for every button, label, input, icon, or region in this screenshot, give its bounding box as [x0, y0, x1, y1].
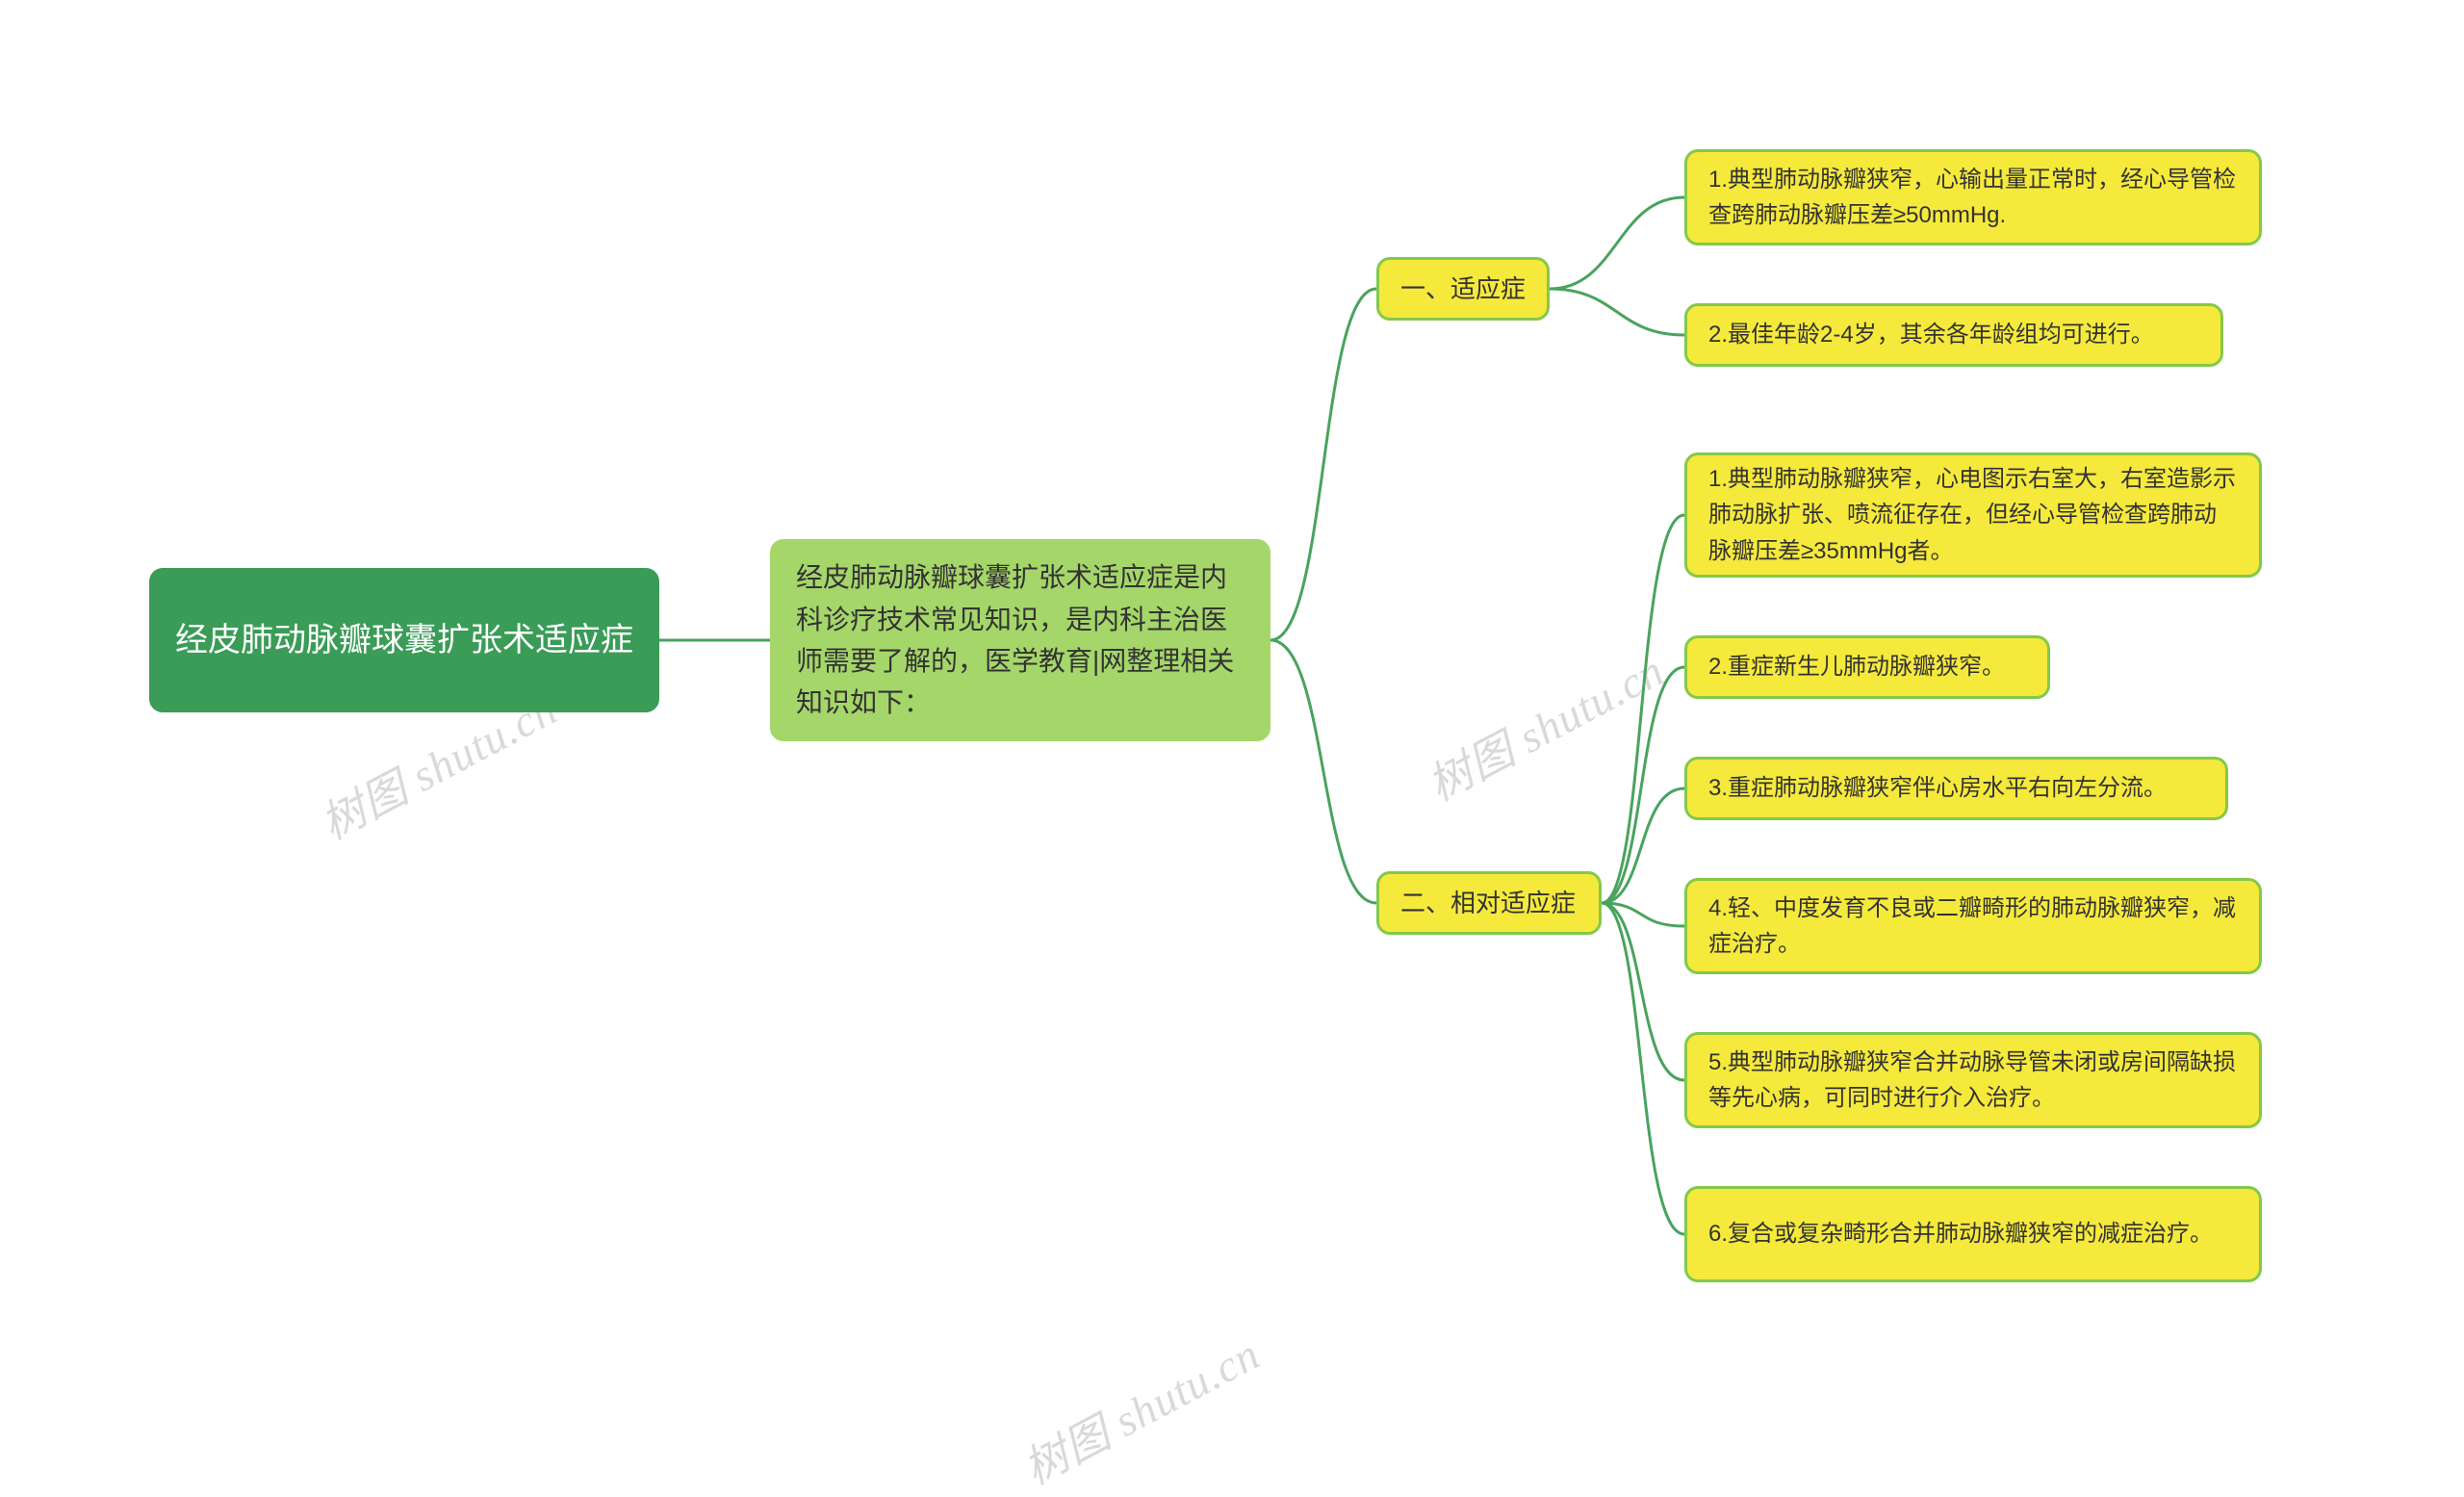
root-label: 经皮肺动脉瓣球囊扩张术适应症 [175, 615, 633, 666]
leaf-text: 1.典型肺动脉瓣狭窄，心电图示右室大，右室造影示肺动脉扩张、喷流征存在，但经心导… [1708, 461, 2238, 569]
leaf-node: 6.复合或复杂畸形合并肺动脉瓣狭窄的减症治疗。 [1684, 1186, 2262, 1282]
leaf-node: 2.最佳年龄2-4岁，其余各年龄组均可进行。 [1684, 303, 2223, 367]
leaf-text: 3.重症肺动脉瓣狭窄伴心房水平右向左分流。 [1708, 770, 2167, 806]
root-node: 经皮肺动脉瓣球囊扩张术适应症 [149, 568, 659, 712]
leaf-node: 5.典型肺动脉瓣狭窄合并动脉导管未闭或房间隔缺损等先心病，可同时进行介入治疗。 [1684, 1032, 2262, 1128]
description-text: 经皮肺动脉瓣球囊扩张术适应症是内科诊疗技术常见知识，是内科主治医师需要了解的，医… [796, 556, 1245, 724]
leaf-text: 2.重症新生儿肺动脉瓣狭窄。 [1708, 649, 2005, 684]
leaf-text: 2.最佳年龄2-4岁，其余各年龄组均可进行。 [1708, 317, 2154, 352]
category-node-1: 一、适应症 [1376, 257, 1550, 321]
leaf-node: 1.典型肺动脉瓣狭窄，心输出量正常时，经心导管检查跨肺动脉瓣压差≥50mmHg. [1684, 149, 2262, 245]
category-label: 二、相对适应症 [1400, 884, 1576, 922]
category-label: 一、适应症 [1400, 270, 1526, 308]
leaf-node: 4.轻、中度发育不良或二瓣畸形的肺动脉瓣狭窄，减症治疗。 [1684, 878, 2262, 974]
watermark: 树图 shutu.cn [1011, 1320, 1270, 1497]
category-node-2: 二、相对适应症 [1376, 871, 1602, 935]
leaf-text: 6.复合或复杂畸形合并肺动脉瓣狭窄的减症治疗。 [1708, 1216, 2213, 1252]
leaf-node: 2.重症新生儿肺动脉瓣狭窄。 [1684, 635, 2050, 699]
leaf-node: 1.典型肺动脉瓣狭窄，心电图示右室大，右室造影示肺动脉扩张、喷流征存在，但经心导… [1684, 452, 2262, 578]
watermark: 树图 shutu.cn [1415, 636, 1674, 814]
leaf-text: 5.典型肺动脉瓣狭窄合并动脉导管未闭或房间隔缺损等先心病，可同时进行介入治疗。 [1708, 1045, 2238, 1116]
description-node: 经皮肺动脉瓣球囊扩张术适应症是内科诊疗技术常见知识，是内科主治医师需要了解的，医… [770, 539, 1270, 741]
leaf-node: 3.重症肺动脉瓣狭窄伴心房水平右向左分流。 [1684, 757, 2228, 820]
leaf-text: 4.轻、中度发育不良或二瓣畸形的肺动脉瓣狭窄，减症治疗。 [1708, 890, 2238, 962]
leaf-text: 1.典型肺动脉瓣狭窄，心输出量正常时，经心导管检查跨肺动脉瓣压差≥50mmHg. [1708, 162, 2238, 233]
